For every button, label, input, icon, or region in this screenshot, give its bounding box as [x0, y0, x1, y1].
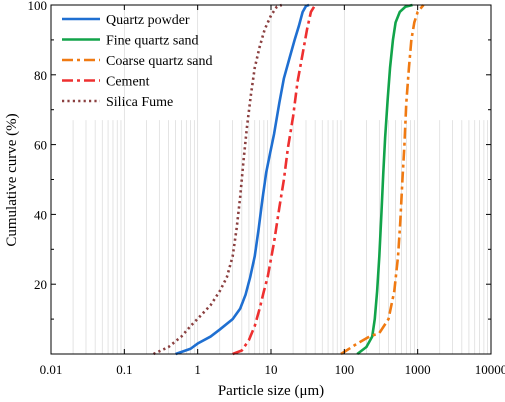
x-tick-labels: 0.01 0.1 1 10 100 1000 10000: [40, 362, 505, 377]
series-line-1: [175, 3, 310, 356]
x-tick-label: 10000: [475, 362, 505, 377]
x-axis-label: Particle size (μm): [218, 383, 324, 399]
x-tick-label: 100: [335, 362, 355, 377]
y-tick-labels: 20 40 60 80 100: [28, 0, 48, 292]
series-line-5: [152, 3, 283, 356]
legend-label-4: Cement: [106, 75, 150, 90]
legend: Quartz powder Fine quartz sand Coarse quar…: [62, 13, 213, 110]
x-tick-label: 1: [194, 362, 201, 377]
series-lines: [152, 3, 425, 356]
legend-label-2: Fine quartz sand: [106, 34, 199, 49]
y-tick-label: 40: [34, 207, 47, 222]
legend-label-1: Quartz powder: [106, 13, 190, 28]
y-tick-label: 80: [34, 68, 47, 83]
series-line-3: [340, 4, 425, 356]
y-tick-label: 20: [34, 277, 47, 292]
axes: [50, 4, 492, 355]
y-axis-label: Cumulative curve (%): [4, 113, 20, 246]
x-tick-label: 1000: [405, 362, 431, 377]
x-tick-label: 10: [265, 362, 278, 377]
x-tick-label: 0.1: [116, 362, 132, 377]
x-tick-label: 0.01: [40, 362, 63, 377]
series-line-4: [232, 4, 317, 356]
series-line-2: [356, 3, 413, 356]
legend-label-5: Silica Fume: [106, 95, 173, 110]
y-tick-label: 60: [34, 138, 47, 153]
y-tick-label: 100: [28, 0, 48, 13]
legend-label-3: Coarse quartz sand: [106, 54, 213, 69]
vertical-grid: [72, 5, 488, 354]
